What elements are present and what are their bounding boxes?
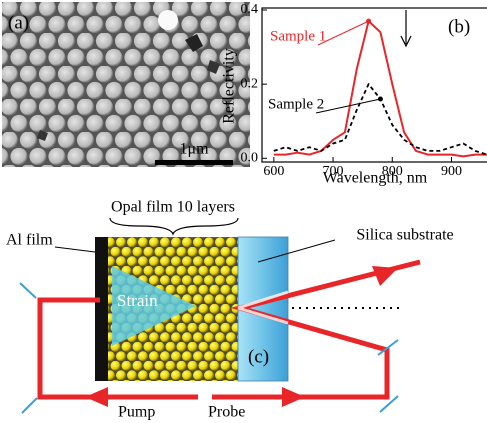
series-line: [274, 84, 487, 155]
pump-arrow: [85, 387, 108, 407]
opal-label: Opal film 10 layers: [111, 199, 235, 216]
al-film: [95, 237, 108, 381]
reflected-arrow: [372, 266, 398, 286]
chart: (b) Wavelength, nm Reflectivity 0.00.20.…: [221, 2, 487, 186]
al-label: Al film: [6, 232, 53, 249]
series-label: Sample 1: [270, 28, 326, 44]
sem-image: [2, 2, 250, 167]
x-tick-label: 700: [323, 164, 344, 179]
series-label-dot: [366, 19, 371, 24]
figure: (a) 1μm (b) Wavelength, nm Reflectivity …: [0, 0, 487, 423]
x-tick-label: 900: [441, 164, 462, 179]
y-tick-label: 0.4: [241, 2, 259, 17]
substrate-label: Silica substrate: [356, 227, 453, 244]
scale-label: 1μm: [179, 141, 209, 158]
panel-label: (a): [8, 12, 29, 33]
y-tick-label: 0.2: [241, 76, 259, 91]
setup-diagram: Opal film 10 layers Al film Silica subst…: [6, 199, 454, 421]
probe-arrow: [282, 387, 305, 407]
panel-label: (b): [448, 16, 470, 37]
y-axis-title: Reflectivity: [221, 48, 238, 124]
x-tick-label: 600: [263, 164, 284, 179]
leader-line: [55, 247, 95, 252]
strain-label: Strain: [117, 291, 158, 310]
y-tick-label: 0.0: [241, 151, 259, 166]
x-tick-label: 800: [382, 164, 403, 179]
pump-label: Pump: [118, 404, 155, 421]
series-label: Sample 2: [268, 96, 324, 112]
probe-label: Probe: [208, 404, 245, 421]
bracket: [110, 218, 238, 234]
series-label-dot: [378, 96, 383, 101]
panel-label: (c): [248, 346, 269, 367]
